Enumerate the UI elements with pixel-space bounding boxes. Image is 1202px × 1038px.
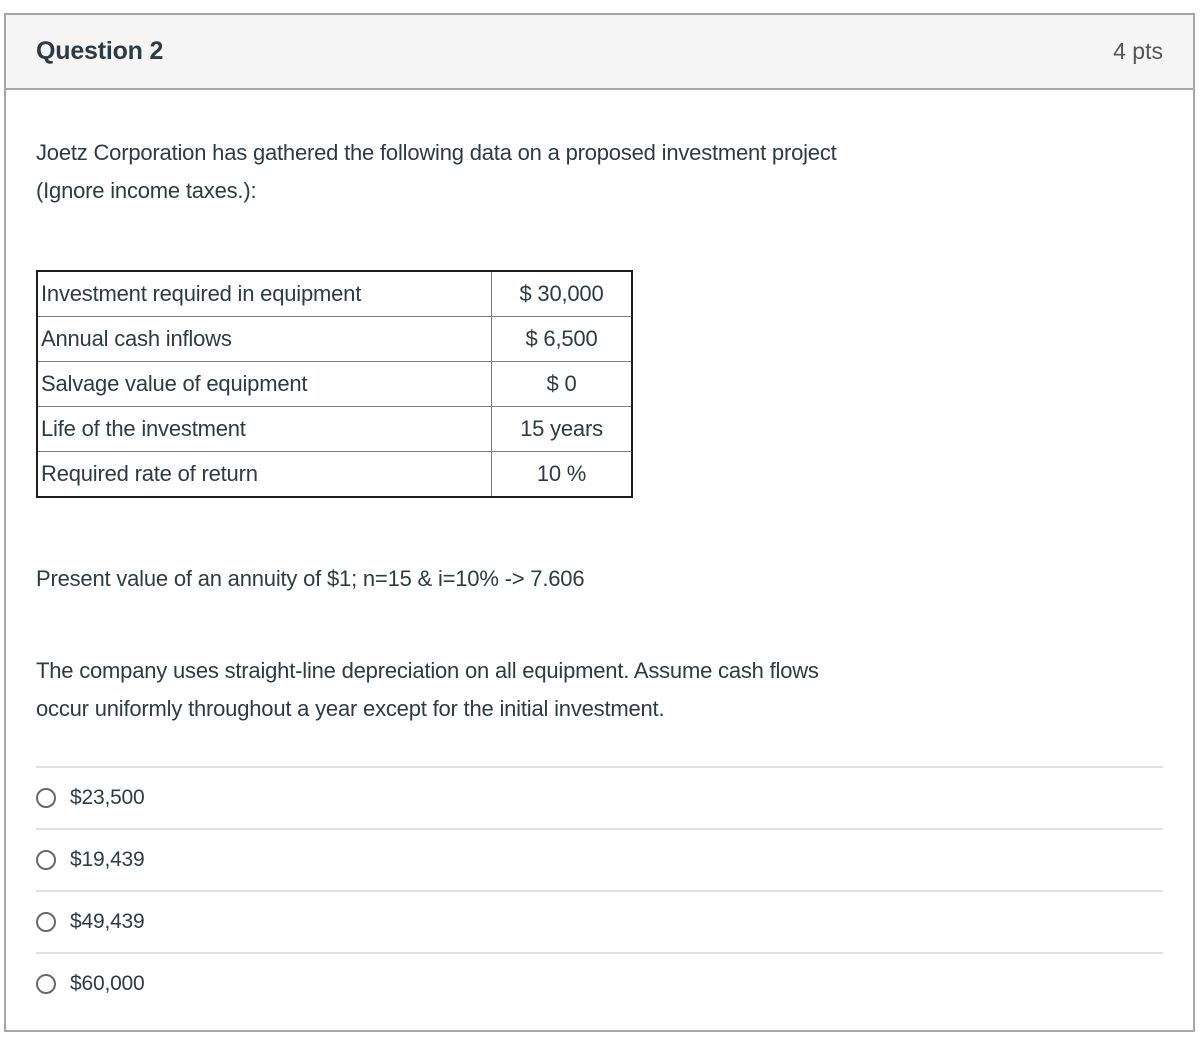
answer-option-2[interactable]: $19,439 <box>36 828 1163 890</box>
intro-line-2: (Ignore income taxes.): <box>36 178 257 203</box>
radio-button-icon[interactable] <box>36 912 56 932</box>
intro-line-1: Joetz Corporation has gathered the follo… <box>36 140 837 165</box>
answer-option-3[interactable]: $49,439 <box>36 890 1163 952</box>
table-row-value: $ 6,500 <box>491 316 633 362</box>
table-row-label: Salvage value of equipment <box>36 361 492 407</box>
question-points: 4 pts <box>1113 38 1163 64</box>
answer-option-4[interactable]: $60,000 <box>36 952 1163 1014</box>
answer-option-label: $60,000 <box>70 972 145 995</box>
radio-button-icon[interactable] <box>36 850 56 870</box>
depreciation-note-line-1: The company uses straight-line depreciat… <box>36 658 819 683</box>
answer-options: $23,500 $19,439 $49,439 $60,000 <box>36 766 1163 1014</box>
table-row-label: Annual cash inflows <box>36 316 492 362</box>
question-body: Joetz Corporation has gathered the follo… <box>6 90 1193 1014</box>
table-row: Required rate of return 10 % <box>36 451 633 498</box>
table-row-value: 10 % <box>491 451 633 498</box>
investment-data-table: Investment required in equipment $ 30,00… <box>36 270 633 498</box>
table-row: Salvage value of equipment $ 0 <box>36 361 633 407</box>
radio-button-icon[interactable] <box>36 974 56 994</box>
table-row-label: Investment required in equipment <box>36 270 492 317</box>
answer-option-label: $19,439 <box>70 848 145 871</box>
radio-button-icon[interactable] <box>36 788 56 808</box>
answer-option-1[interactable]: $23,500 <box>36 766 1163 828</box>
table-row-value: $ 0 <box>491 361 633 407</box>
table-row-value: $ 30,000 <box>491 270 633 317</box>
question-title: Question 2 <box>36 37 164 65</box>
table-row-label: Life of the investment <box>36 406 492 452</box>
answer-option-label: $49,439 <box>70 910 145 933</box>
table-row: Annual cash inflows $ 6,500 <box>36 316 633 362</box>
table-row-value: 15 years <box>491 406 633 452</box>
pv-annuity-note: Present value of an annuity of $1; n=15 … <box>36 566 585 591</box>
question-intro: Joetz Corporation has gathered the follo… <box>36 134 1163 210</box>
depreciation-note: The company uses straight-line depreciat… <box>36 652 1163 728</box>
question-header: Question 2 4 pts <box>6 15 1193 90</box>
question-card: Question 2 4 pts Joetz Corporation has g… <box>4 13 1195 1032</box>
table-row: Life of the investment 15 years <box>36 406 633 452</box>
depreciation-note-line-2: occur uniformly throughout a year except… <box>36 696 665 721</box>
table-row: Investment required in equipment $ 30,00… <box>36 270 633 317</box>
answer-option-label: $23,500 <box>70 786 145 809</box>
table-row-label: Required rate of return <box>36 451 492 498</box>
